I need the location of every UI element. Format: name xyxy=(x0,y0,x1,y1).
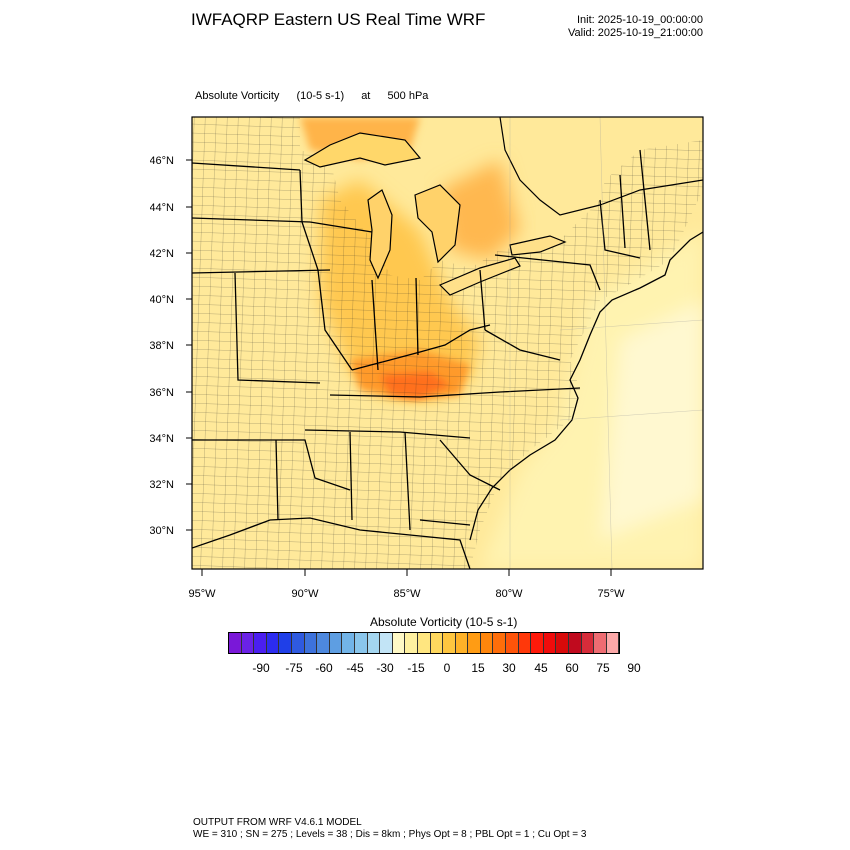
model-info-line1: OUTPUT FROM WRF V4.6.1 MODEL xyxy=(193,817,362,828)
longitude-axis: 95°W 90°W 85°W 80°W 75°W xyxy=(188,569,625,600)
colorbar-tick-label: -30 xyxy=(376,661,394,675)
colorbar-tick-label: -90 xyxy=(252,661,270,675)
colorbar-swatch xyxy=(229,633,242,653)
lat-label: 32°N xyxy=(150,479,174,491)
colorbar-tick-label: 15 xyxy=(471,661,485,675)
colorbar-swatch xyxy=(380,633,393,653)
colorbar-tick-label: -75 xyxy=(285,661,303,675)
colorbar-tick-label: 30 xyxy=(502,661,516,675)
field-level-prefix: at xyxy=(361,90,371,102)
latitude-axis: 46°N 44°N 42°N 40°N 38°N 36°N 34°N 32°N 30°N xyxy=(150,155,192,537)
plot-title: IWFAQRP Eastern US Real Time WRF xyxy=(191,10,486,29)
colorbar-swatch xyxy=(455,633,469,653)
colorbar-swatch xyxy=(543,633,557,653)
colorbar-swatch xyxy=(304,633,318,653)
colorbar-tick-label: 75 xyxy=(596,661,610,675)
init-time: Init: 2025-10-19_00:00:00 xyxy=(577,14,703,26)
lat-label: 38°N xyxy=(150,340,174,352)
lat-label: 34°N xyxy=(150,433,174,445)
colorbar-swatch xyxy=(581,633,595,653)
colorbar-swatch xyxy=(468,633,481,653)
lon-label: 75°W xyxy=(597,588,625,600)
lon-label: 85°W xyxy=(393,588,421,600)
colorbar-swatch xyxy=(342,633,355,653)
colorbar-swatch xyxy=(367,633,381,653)
colorbar-swatch xyxy=(254,633,267,653)
colorbar-tick-label: -45 xyxy=(346,661,364,675)
lat-label: 42°N xyxy=(150,248,174,260)
colorbar-tick-label: -60 xyxy=(315,661,333,675)
colorbar-swatch xyxy=(354,633,368,653)
lat-label: 40°N xyxy=(150,294,174,306)
vorticity-ontario xyxy=(440,160,520,260)
colorbar-swatch xyxy=(279,633,292,653)
colorbar-swatch xyxy=(241,633,255,653)
field-level: 500 hPa xyxy=(387,90,429,102)
colorbar xyxy=(228,632,621,654)
colorbar-swatch xyxy=(317,633,330,653)
colorbar-swatch xyxy=(430,633,444,653)
colorbar-title: Absolute Vorticity (10-5 s-1) xyxy=(370,615,518,629)
colorbar-swatch xyxy=(405,633,418,653)
colorbar-tick-label: 60 xyxy=(565,661,579,675)
map-frame xyxy=(191,116,704,570)
lake-ontario xyxy=(509,235,567,256)
lake-huron xyxy=(414,184,461,264)
state-boundaries xyxy=(192,149,651,531)
lon-label: 80°W xyxy=(495,588,523,600)
colorbar-swatch xyxy=(569,633,582,653)
colorbar-swatch xyxy=(606,633,620,653)
colorbar-tick-label: -15 xyxy=(407,661,425,675)
colorbar-tick-label: 0 xyxy=(443,661,451,675)
colorbar-swatch xyxy=(493,633,507,653)
colorbar-swatch xyxy=(266,633,280,653)
valid-time: Valid: 2025-10-19_21:00:00 xyxy=(568,27,703,39)
lon-label: 90°W xyxy=(291,588,319,600)
colorbar-swatch xyxy=(417,633,431,653)
colorbar-swatch xyxy=(594,633,607,653)
colorbar-swatch xyxy=(291,633,305,653)
atlantic-coastline xyxy=(469,231,703,541)
lat-label: 30°N xyxy=(150,525,174,537)
field-name: Absolute Vorticity xyxy=(195,90,280,102)
colorbar-swatch xyxy=(556,633,570,653)
colorbar-swatch xyxy=(518,633,532,653)
gulf-coastline xyxy=(192,517,471,569)
lake-michigan xyxy=(367,189,393,280)
map-field xyxy=(192,117,703,569)
field-label: Absolute Vorticity (10-5 s-1) at 500 hPa xyxy=(195,90,442,102)
colorbar-swatch xyxy=(443,633,456,653)
lat-label: 44°N xyxy=(150,202,174,214)
colorbar-swatch xyxy=(531,633,544,653)
colorbar-swatch xyxy=(506,633,519,653)
lat-label: 46°N xyxy=(150,155,174,167)
atlantic-low-vorticity-2 xyxy=(600,300,703,540)
lat-label: 36°N xyxy=(150,387,174,399)
colorbar-tick-label: 90 xyxy=(627,661,641,675)
graticule xyxy=(509,117,703,569)
colorbar-swatch xyxy=(329,633,343,653)
vorticity-map: 46°N 44°N 42°N 40°N 38°N 36°N 34°N 32°N 30°N 95°… xyxy=(150,116,704,600)
lake-superior xyxy=(303,132,422,168)
colorbar-swatch xyxy=(480,633,494,653)
colorbar-tick-label: 45 xyxy=(534,661,548,675)
canada-border xyxy=(499,117,703,216)
colorbar-swatch xyxy=(392,633,406,653)
field-units: (10-5 s-1) xyxy=(296,90,345,102)
lon-label: 95°W xyxy=(188,588,216,600)
model-info-line2: WE = 310 ; SN = 275 ; Levels = 38 ; Dis … xyxy=(193,829,587,840)
colorbar-ticks: -90 -75 -60 -45 -30 -15 0 15 30 45 60 75 90 xyxy=(228,661,669,677)
